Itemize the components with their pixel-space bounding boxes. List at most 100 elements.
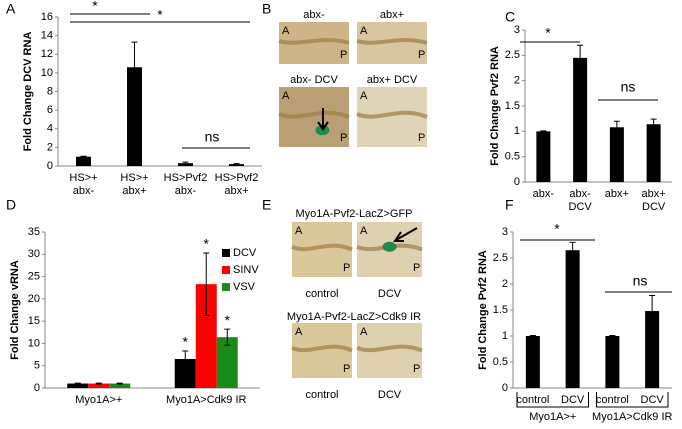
y-tick-label: 3 bbox=[514, 24, 520, 36]
legend-label: DCV bbox=[233, 247, 257, 259]
legend-swatch bbox=[222, 283, 230, 291]
y-tick-label: 0 bbox=[47, 160, 53, 172]
y-axis-title: Fold Change DCV RNA bbox=[22, 32, 34, 152]
bar bbox=[216, 337, 238, 388]
x-tick-label: Myo1A>+ bbox=[75, 394, 122, 406]
error-bar bbox=[540, 130, 547, 133]
x-tick-label: DCV bbox=[641, 394, 665, 406]
gut bbox=[356, 110, 428, 119]
arrow bbox=[393, 227, 418, 242]
x-tick-label: abx+ bbox=[642, 188, 666, 200]
image-label: abx- bbox=[303, 9, 325, 21]
y-axis-title: Fold Change Pvf2 RNA bbox=[489, 46, 501, 166]
x-tick-label: HS>Pvf2 bbox=[215, 172, 259, 184]
gut bbox=[356, 38, 428, 45]
y-tick-label: 4 bbox=[47, 123, 53, 135]
panel-label: F bbox=[505, 197, 514, 213]
legend-label: VSV bbox=[233, 281, 256, 293]
image-mark: P bbox=[418, 132, 425, 144]
x-tick-label: abx+ bbox=[605, 188, 629, 200]
error-bar bbox=[613, 120, 620, 134]
bar bbox=[573, 57, 588, 182]
image-mark: A bbox=[360, 326, 368, 338]
y-tick-label: 1 bbox=[502, 330, 508, 342]
gut bbox=[291, 344, 353, 353]
x-tick-label: HS>Pvf2 bbox=[164, 172, 208, 184]
x-tick-label: abx- bbox=[73, 185, 95, 197]
y-tick-label: 2.5 bbox=[505, 49, 520, 61]
error-bar bbox=[650, 118, 657, 130]
annotation: * bbox=[183, 334, 189, 350]
error-bar bbox=[95, 382, 102, 385]
bar bbox=[67, 383, 89, 388]
error-bar bbox=[203, 252, 210, 316]
y-tick-label: 10 bbox=[41, 67, 53, 79]
y-tick-label: 15 bbox=[28, 315, 40, 327]
stain bbox=[382, 241, 397, 252]
bar bbox=[76, 156, 91, 166]
x-tick-label: DCV bbox=[642, 201, 666, 213]
bar bbox=[127, 67, 142, 166]
y-tick-label: 1 bbox=[514, 125, 520, 137]
image-mark: A bbox=[295, 326, 303, 338]
x-tick-label: abx+ bbox=[122, 185, 146, 197]
x-tick-label: control bbox=[596, 394, 629, 406]
y-tick-label: 6 bbox=[47, 104, 53, 116]
error-bar bbox=[80, 155, 87, 158]
y-tick-label: 25 bbox=[28, 270, 40, 282]
panel-label: C bbox=[505, 9, 515, 25]
image-mark: A bbox=[360, 90, 368, 102]
image-mark: P bbox=[343, 262, 350, 274]
x-tick-label: HS>+ bbox=[69, 172, 97, 184]
y-tick-label: 2 bbox=[502, 278, 508, 290]
error-bar bbox=[577, 44, 584, 72]
bar bbox=[646, 124, 661, 182]
y-tick-label: 16 bbox=[41, 11, 53, 23]
bar bbox=[605, 336, 620, 388]
image-label: control bbox=[305, 389, 338, 401]
x-tick-label: abx- bbox=[175, 185, 197, 197]
x-tick-label: Myo1A>Cdk9 IR bbox=[166, 394, 246, 406]
image-title: Myo1A-Pvf2-LacZ>Cdk9 IR bbox=[287, 311, 421, 323]
x-tick-label: abx+ bbox=[224, 185, 248, 197]
error-bar bbox=[131, 41, 138, 93]
image-label: control bbox=[305, 288, 338, 300]
gut bbox=[291, 243, 353, 252]
y-tick-label: 1.5 bbox=[493, 304, 508, 316]
image-mark: A bbox=[282, 25, 290, 37]
x-tick-label: DCV bbox=[561, 394, 585, 406]
image-mark: A bbox=[360, 225, 368, 237]
group-label: Myo1A>Cdk9 IR bbox=[592, 411, 672, 423]
y-tick-label: 12 bbox=[41, 48, 53, 60]
image-mark: P bbox=[418, 49, 425, 61]
y-tick-label: 30 bbox=[28, 248, 40, 260]
y-tick-label: 14 bbox=[41, 30, 53, 42]
image-title: Myo1A-Pvf2-LacZ>GFP bbox=[295, 208, 412, 220]
annotation: ns bbox=[205, 129, 220, 145]
x-tick-label: DCV bbox=[569, 201, 593, 213]
legend-swatch bbox=[222, 266, 230, 274]
bar bbox=[565, 250, 580, 388]
annotation: ns bbox=[621, 79, 636, 95]
image-mark: A bbox=[295, 225, 303, 237]
image-label: abx+ DCV bbox=[367, 74, 418, 86]
y-tick-label: 3 bbox=[502, 226, 508, 238]
panel-label: B bbox=[262, 1, 271, 17]
image-mark: P bbox=[413, 262, 420, 274]
y-tick-label: 2 bbox=[47, 141, 53, 153]
bar bbox=[174, 359, 196, 388]
panel-label: A bbox=[6, 1, 16, 17]
error-bar bbox=[609, 334, 616, 338]
panel-label: E bbox=[262, 197, 271, 213]
bar bbox=[88, 383, 110, 388]
gut bbox=[278, 110, 350, 119]
legend-label: SINV bbox=[233, 264, 259, 276]
bar bbox=[109, 383, 131, 388]
image-label: DCV bbox=[378, 288, 402, 300]
image-label: abx+ bbox=[380, 9, 404, 21]
group-label: Myo1A>+ bbox=[529, 411, 576, 423]
image-label: DCV bbox=[378, 389, 402, 401]
y-tick-label: 0.5 bbox=[505, 151, 520, 163]
error-bar bbox=[182, 350, 189, 368]
